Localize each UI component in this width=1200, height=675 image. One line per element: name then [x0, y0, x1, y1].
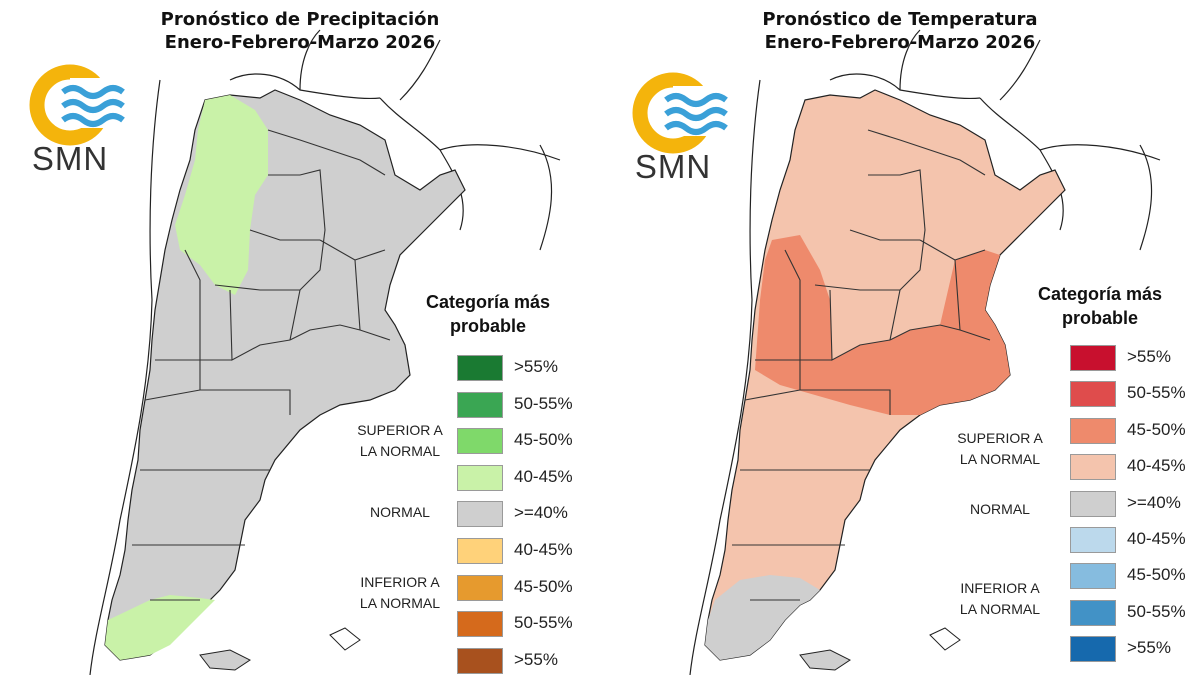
legend-swatch — [1070, 491, 1116, 517]
legend-swatch — [457, 428, 503, 454]
legend-swatch — [1070, 418, 1116, 444]
smn-logo: SMN — [25, 60, 125, 180]
legend-label: 45-50% — [1127, 420, 1186, 439]
precipitation-panel: Pronóstico de Precipitación Enero-Febrer… — [0, 8, 600, 675]
south-anomaly-region — [705, 575, 820, 660]
category-inferior-line-2: LA NORMAL — [359, 595, 441, 611]
legend-title: Categoría más probable — [1000, 282, 1200, 330]
legend-label: 45-50% — [514, 577, 573, 596]
legend-label: 45-50% — [514, 430, 573, 449]
legend-title-line-1: Categoría más — [425, 292, 551, 312]
precipitation-map — [89, 29, 561, 675]
legend-swatch — [457, 392, 503, 418]
legend-label: 50-55% — [1127, 383, 1186, 402]
temperature-panel: Pronóstico de Temperatura Enero-Febrero-… — [600, 0, 1200, 675]
legend-swatch — [1070, 345, 1116, 371]
legend-label: 40-45% — [514, 467, 573, 486]
legend-title-line-2: probable — [1061, 308, 1138, 328]
legend-label: 45-50% — [1127, 565, 1186, 584]
legend-swatch — [457, 501, 503, 527]
temperature-map — [689, 29, 1161, 675]
category-inferior-line-1: INFERIOR A — [960, 580, 1040, 596]
legend-title: Categoría más probable — [388, 290, 588, 338]
title-line-1: Pronóstico de Precipitación — [160, 9, 440, 30]
legend-swatch — [1070, 454, 1116, 480]
legend-label: 50-55% — [1127, 602, 1186, 621]
temperature-title: Pronóstico de Temperatura Enero-Febrero-… — [600, 8, 1200, 54]
title-line-2: Enero-Febrero-Marzo 2026 — [164, 32, 436, 53]
north-anomaly-region — [755, 235, 1010, 415]
smn-logo-text: SMN — [634, 148, 712, 185]
legend-swatch — [457, 355, 503, 381]
south-anomaly-region — [105, 595, 215, 660]
category-superior-line-2: LA NORMAL — [959, 451, 1041, 467]
smn-logo-icon — [29, 64, 125, 146]
legend-label: 40-45% — [1127, 529, 1186, 548]
legend-label: 50-55% — [514, 613, 573, 632]
precipitation-title: Pronóstico de Precipitación Enero-Febrer… — [0, 8, 600, 54]
legend-swatch — [1070, 600, 1116, 626]
legend-label: >=40% — [514, 503, 568, 522]
north-anomaly-region — [175, 95, 268, 295]
smn-logo-icon — [632, 72, 728, 154]
category-inferior: INFERIOR A LA NORMAL — [940, 578, 1060, 620]
legend-swatch — [1070, 381, 1116, 407]
category-inferior-line-2: LA NORMAL — [959, 601, 1041, 617]
legend-label: >55% — [514, 357, 558, 376]
legend-title-line-2: probable — [449, 316, 526, 336]
legend-swatch — [457, 538, 503, 564]
legend-swatch — [1070, 636, 1116, 662]
category-normal: NORMAL — [370, 504, 430, 520]
legend-swatch — [1070, 527, 1116, 553]
legend-swatch — [457, 465, 503, 491]
category-superior-line-1: SUPERIOR A — [957, 430, 1043, 446]
legend-label: 50-55% — [514, 394, 573, 413]
category-inferior-line-1: INFERIOR A — [360, 574, 440, 590]
smn-logo: SMN — [628, 68, 728, 188]
title-line-1: Pronóstico de Temperatura — [762, 9, 1038, 30]
category-normal: NORMAL — [970, 501, 1030, 517]
legend-label: 40-45% — [514, 540, 573, 559]
legend-label: >=40% — [1127, 493, 1181, 512]
legend-label: >55% — [1127, 638, 1171, 657]
smn-logo-text: SMN — [31, 140, 109, 177]
category-inferior: INFERIOR A LA NORMAL — [340, 572, 460, 614]
legend-swatch — [1070, 563, 1116, 589]
category-superior-line-2: LA NORMAL — [359, 443, 441, 459]
title-line-2: Enero-Febrero-Marzo 2026 — [764, 32, 1036, 53]
category-superior: SUPERIOR A LA NORMAL — [940, 428, 1060, 470]
legend-label: 40-45% — [1127, 456, 1186, 475]
legend-title-line-1: Categoría más — [1037, 284, 1163, 304]
legend-label: >55% — [1127, 347, 1171, 366]
legend-label: >55% — [514, 650, 558, 669]
category-superior: SUPERIOR A LA NORMAL — [340, 420, 460, 462]
legend-swatch — [457, 648, 503, 674]
legend-swatch — [457, 611, 503, 637]
category-superior-line-1: SUPERIOR A — [357, 422, 443, 438]
legend-swatch — [457, 575, 503, 601]
